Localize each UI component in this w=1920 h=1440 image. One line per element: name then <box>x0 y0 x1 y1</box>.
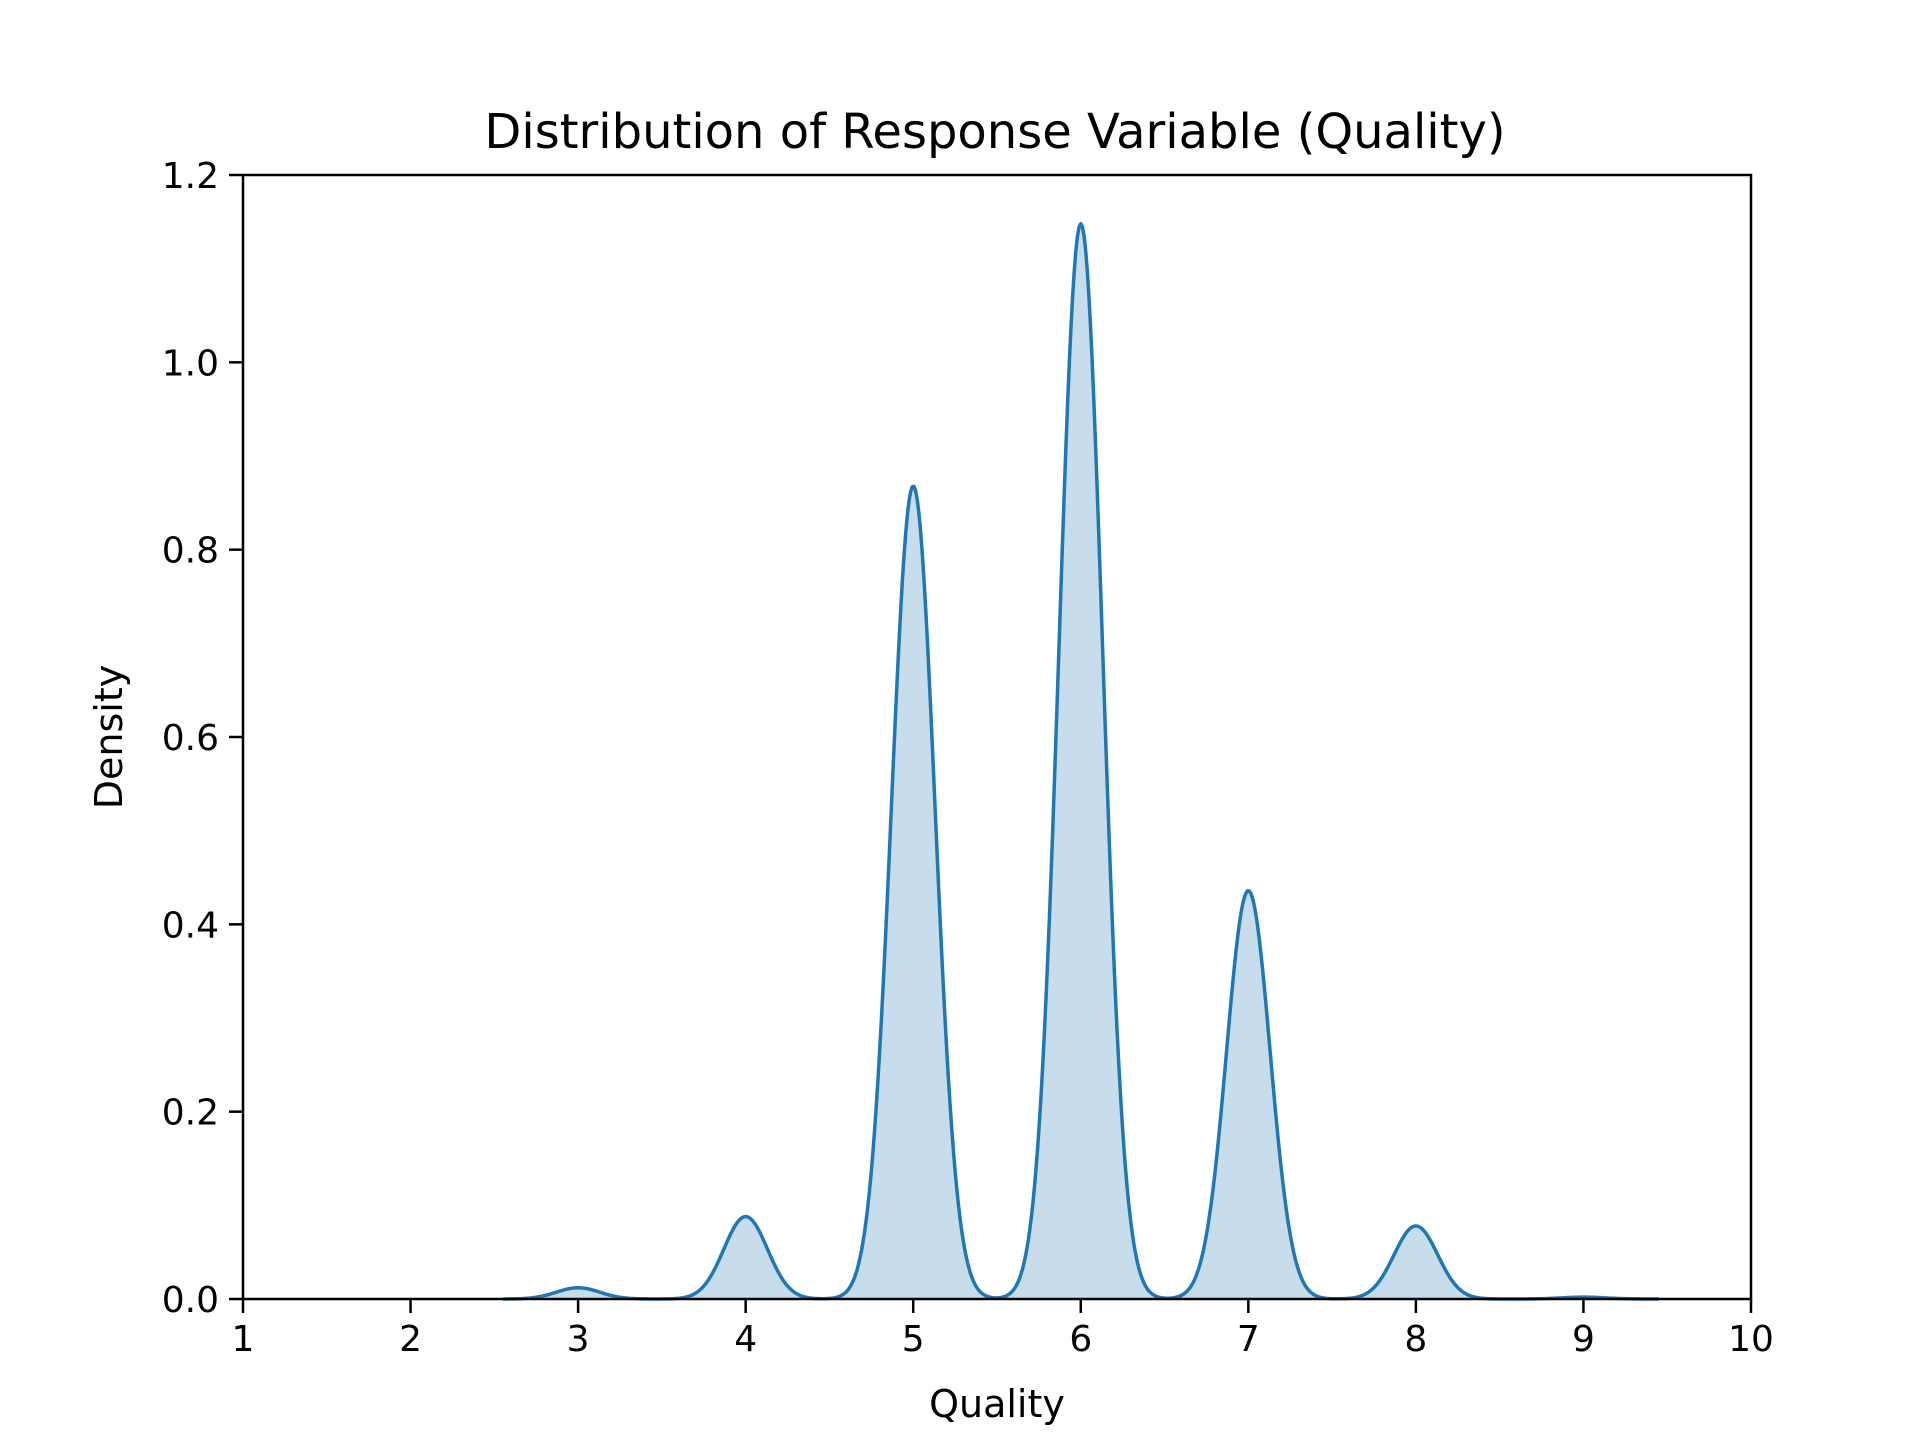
x-tick-label: 2 <box>399 1319 422 1360</box>
y-tick-label: 0.6 <box>162 718 219 759</box>
x-axis-label: Quality <box>929 1382 1065 1426</box>
x-tick-label: 1 <box>232 1319 255 1360</box>
y-tick-label: 0.4 <box>162 905 219 946</box>
y-tick-label: 1.2 <box>162 156 219 197</box>
y-axis: 0.0 0.2 0.4 0.6 0.8 1.0 1.2 <box>162 156 243 1321</box>
density-line <box>502 221 1659 1301</box>
x-tick-label: 10 <box>1728 1319 1774 1360</box>
x-tick-label: 4 <box>734 1319 757 1360</box>
x-tick-label: 8 <box>1404 1319 1427 1360</box>
y-axis-label: Density <box>87 665 131 809</box>
chart-title: Distribution of Response Variable (Quali… <box>484 104 1505 160</box>
y-tick-label: 0.2 <box>162 1093 219 1134</box>
x-tick-label: 3 <box>567 1319 590 1360</box>
y-tick-label: 0.0 <box>162 1280 219 1321</box>
y-tick-label: 0.8 <box>162 531 219 572</box>
y-tick-label: 1.0 <box>162 343 219 384</box>
x-tick-label: 6 <box>1069 1319 1092 1360</box>
plot-frame <box>241 173 1753 1301</box>
x-tick-label: 7 <box>1237 1319 1260 1360</box>
x-tick-label: 9 <box>1572 1319 1595 1360</box>
density-area <box>502 223 1659 1300</box>
plot-area <box>502 221 1659 1301</box>
x-axis: 1 2 3 4 5 6 7 8 9 10 <box>232 1299 1774 1360</box>
x-tick-label: 5 <box>902 1319 925 1360</box>
